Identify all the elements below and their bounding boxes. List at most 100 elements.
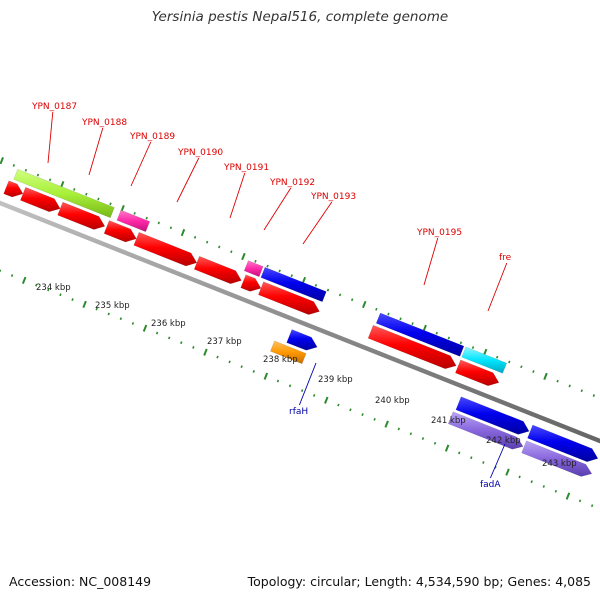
outer-ring-tick	[97, 197, 100, 201]
kbp-label: 238 kbp	[263, 355, 298, 365]
gene-label-leader	[176, 157, 200, 203]
kbp-label: 239 kbp	[318, 375, 353, 385]
outer-ring-tick	[580, 389, 583, 393]
inner-ring-tick	[47, 288, 50, 292]
gene-label: YPN_0195	[416, 228, 462, 238]
inner-ring-tick	[107, 312, 110, 316]
inner-ring-tick	[192, 346, 195, 349]
outer-ring-tick	[230, 250, 233, 254]
gene-label-leader	[130, 141, 152, 187]
genome-summary-text: Topology: circular; Length: 4,534,590 bp…	[247, 574, 591, 589]
inner-ring-tick	[590, 504, 594, 508]
accession-text: Accession: NC_008149	[9, 574, 152, 589]
outer-ring-tick	[145, 216, 148, 220]
outer-ring-tick	[459, 341, 463, 345]
cds-arrow	[455, 359, 500, 387]
outer-ring-tick	[435, 331, 438, 335]
outer-ring-tick	[266, 264, 269, 268]
cds-arrow	[258, 281, 320, 315]
outer-ring-tick	[532, 370, 535, 373]
outer-ring-tick	[543, 372, 548, 380]
outer-ring-tick	[180, 228, 186, 237]
outer-ring-tick	[471, 346, 475, 350]
kbp-label: 240 kbp	[375, 396, 410, 406]
inner-ring-tick	[300, 389, 304, 393]
cds-arrow	[103, 220, 137, 243]
outer-ring-tick	[556, 379, 559, 383]
inner-ring-tick	[373, 417, 376, 421]
cds-arrow-blue	[527, 424, 599, 462]
outer-ring-tick	[495, 355, 499, 359]
inner-ring-tick	[276, 379, 280, 383]
gene-label: YPN_0187	[31, 102, 77, 112]
gene-label: YPN_0191	[223, 163, 269, 173]
outer-ring-tick	[520, 365, 523, 369]
inner-ring-tick	[228, 360, 231, 364]
gene-label: YPN_0188	[81, 118, 127, 128]
gene-label-leader	[302, 201, 333, 245]
inner-ring-tick	[361, 413, 364, 416]
cds-arrow	[133, 231, 198, 267]
feature-ypn-0195-blue	[375, 312, 465, 357]
inner-ring-tick	[313, 393, 316, 397]
gene-label: fadA	[480, 480, 501, 490]
kbp-label: 242 kbp	[486, 436, 521, 446]
gene-label: YPN_0189	[129, 132, 175, 142]
cds-arrow-blue	[455, 396, 530, 435]
outer-ring-tick	[109, 202, 112, 206]
genome-backbone	[0, 200, 600, 444]
outer-ring-tick	[314, 283, 318, 287]
inner-ring-tick	[505, 468, 510, 476]
cds-arrow	[57, 201, 106, 230]
outer-ring-tick	[278, 269, 281, 273]
outer-ring-tick	[205, 240, 209, 244]
outer-ring-tick	[133, 211, 136, 215]
gene-label-leader	[487, 262, 508, 312]
outer-ring-tick	[411, 322, 414, 326]
outer-ring-tick	[218, 245, 221, 249]
gene-label-leader	[423, 237, 439, 286]
inner-ring-tick	[518, 475, 521, 479]
cds-arrow	[367, 324, 457, 370]
gene-label-leader	[47, 111, 54, 164]
gene-label-leader	[298, 362, 317, 406]
inner-ring-tick	[240, 365, 243, 369]
gene-label: YPN_0190	[177, 148, 223, 158]
label-leader-layer	[47, 111, 508, 479]
inner-ring-tick	[155, 331, 159, 335]
outer-ring-tick	[169, 226, 173, 230]
inner-ring-tick	[397, 427, 400, 431]
feature-ypn-0192-blue	[260, 266, 327, 303]
inner-ring-tick	[288, 384, 292, 388]
inner-ring-tick	[554, 489, 558, 493]
cds-arrow	[240, 274, 262, 292]
gene-label-leader	[229, 172, 246, 219]
inner-ring-tick	[324, 396, 329, 404]
outer-ring-tick	[0, 157, 4, 165]
outer-ring-tick	[290, 274, 293, 278]
inner-ring-tick	[482, 461, 485, 464]
inner-ring-tick	[142, 324, 148, 332]
gene-label-leader	[88, 127, 104, 176]
outer-ring-tick	[387, 312, 390, 316]
outer-ring-tick	[36, 173, 40, 177]
outer-ring-tick	[254, 259, 257, 263]
inner-ring-tick	[578, 499, 582, 503]
gene-label: fre	[499, 253, 512, 263]
inner-ring-tick	[337, 403, 340, 407]
inner-ring-tick	[458, 451, 461, 455]
outer-ring-tick	[326, 288, 330, 292]
kbp-label: 241 kbp	[431, 416, 466, 426]
inner-ring-tick	[21, 276, 27, 284]
gene-label-leader	[263, 187, 292, 231]
backbone-line	[0, 200, 600, 444]
kbp-label: 234 kbp	[36, 283, 71, 293]
outer-ring-tick	[568, 384, 571, 388]
inner-ring-tick	[409, 432, 413, 436]
inner-ring-tick	[542, 485, 545, 488]
outer-ring-tick	[85, 192, 88, 196]
inner-ring-tick	[384, 420, 389, 428]
feature-rfah-blue	[286, 329, 318, 351]
inner-ring-tick	[131, 322, 135, 325]
